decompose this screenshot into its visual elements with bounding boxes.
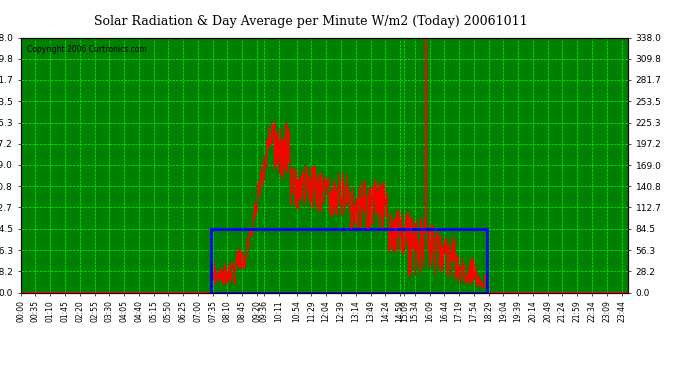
Text: Copyright 2006 Curtronics.com: Copyright 2006 Curtronics.com	[27, 45, 146, 54]
Bar	[210, 229, 486, 292]
Text: Solar Radiation & Day Average per Minute W/m2 (Today) 20061011: Solar Radiation & Day Average per Minute…	[94, 15, 527, 28]
